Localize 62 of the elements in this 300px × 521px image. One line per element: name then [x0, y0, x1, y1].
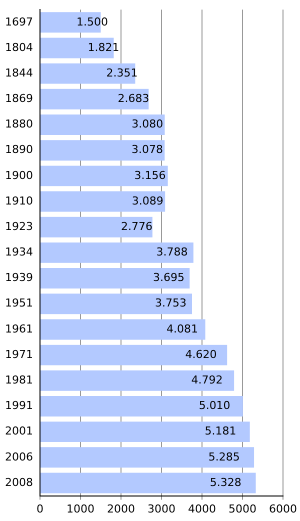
y-tick-label: 1923: [4, 220, 33, 233]
bar: [40, 370, 234, 391]
data-label: 3.089: [132, 194, 164, 208]
data-label: 3.078: [132, 143, 164, 156]
x-tick-label: 1000: [66, 502, 94, 516]
data-label: 1.821: [88, 40, 120, 54]
x-tick-label: 4000: [188, 502, 216, 516]
y-tick-label: 1971: [4, 348, 33, 361]
bar: [40, 344, 228, 366]
bar: [40, 216, 152, 238]
y-tick-label: 1961: [4, 322, 33, 336]
bar: [40, 422, 250, 442]
bar: [40, 396, 243, 416]
bar: [40, 140, 165, 161]
bar: [40, 319, 206, 340]
bar: [40, 63, 136, 84]
data-label: 5.285: [208, 450, 240, 464]
x-tick-label: 3000: [148, 502, 176, 516]
y-tick-label: 1880: [4, 118, 33, 131]
data-label: 5.328: [210, 476, 242, 489]
data-label: 3.080: [132, 118, 164, 131]
data-label: 4.620: [185, 348, 217, 361]
bar: [40, 114, 165, 135]
bar: [40, 88, 149, 110]
y-tick-label: 2006: [4, 450, 33, 464]
y-tick-label: 1900: [4, 168, 33, 182]
bar: [40, 191, 166, 212]
data-label: 1.500: [76, 15, 108, 28]
y-tick-label: 1869: [4, 92, 33, 106]
y-tick-label: 1910: [4, 194, 33, 208]
y-tick-label: 1844: [4, 66, 33, 80]
bar: [40, 447, 254, 468]
x-tick-label: 0: [36, 502, 44, 516]
data-label: 2.776: [121, 220, 153, 233]
y-tick-label: 1697: [4, 15, 33, 28]
bar: [40, 166, 168, 186]
bar: [40, 242, 194, 263]
data-label: 3.695: [153, 271, 185, 284]
data-label: 3.788: [156, 246, 188, 259]
y-tick-label: 1981: [4, 374, 33, 387]
bar: [40, 294, 192, 314]
data-label: 4.081: [166, 322, 198, 336]
y-tick-label: 2001: [4, 424, 33, 438]
data-label: 2.683: [118, 92, 150, 106]
data-label: 5.010: [198, 399, 230, 412]
y-tick-label: 1951: [4, 296, 33, 310]
x-tick-label: 5000: [228, 502, 256, 516]
y-tick-label: 1939: [4, 271, 33, 284]
y-tick-label: 1934: [4, 246, 33, 259]
x-tick-label: 2000: [106, 502, 135, 516]
data-label: 4.792: [191, 374, 223, 387]
data-label: 3.156: [134, 168, 166, 182]
y-tick-label: 2008: [4, 476, 33, 489]
data-label: 2.351: [106, 66, 138, 80]
data-label: 5.181: [204, 424, 236, 438]
data-label: 3.753: [155, 296, 187, 310]
x-tick-label: 6000: [269, 502, 298, 516]
y-tick-label: 1890: [4, 143, 33, 156]
y-tick-label: 1804: [4, 40, 33, 54]
bar: [40, 472, 256, 494]
bar: [40, 268, 190, 289]
y-tick-label: 1991: [4, 399, 33, 412]
